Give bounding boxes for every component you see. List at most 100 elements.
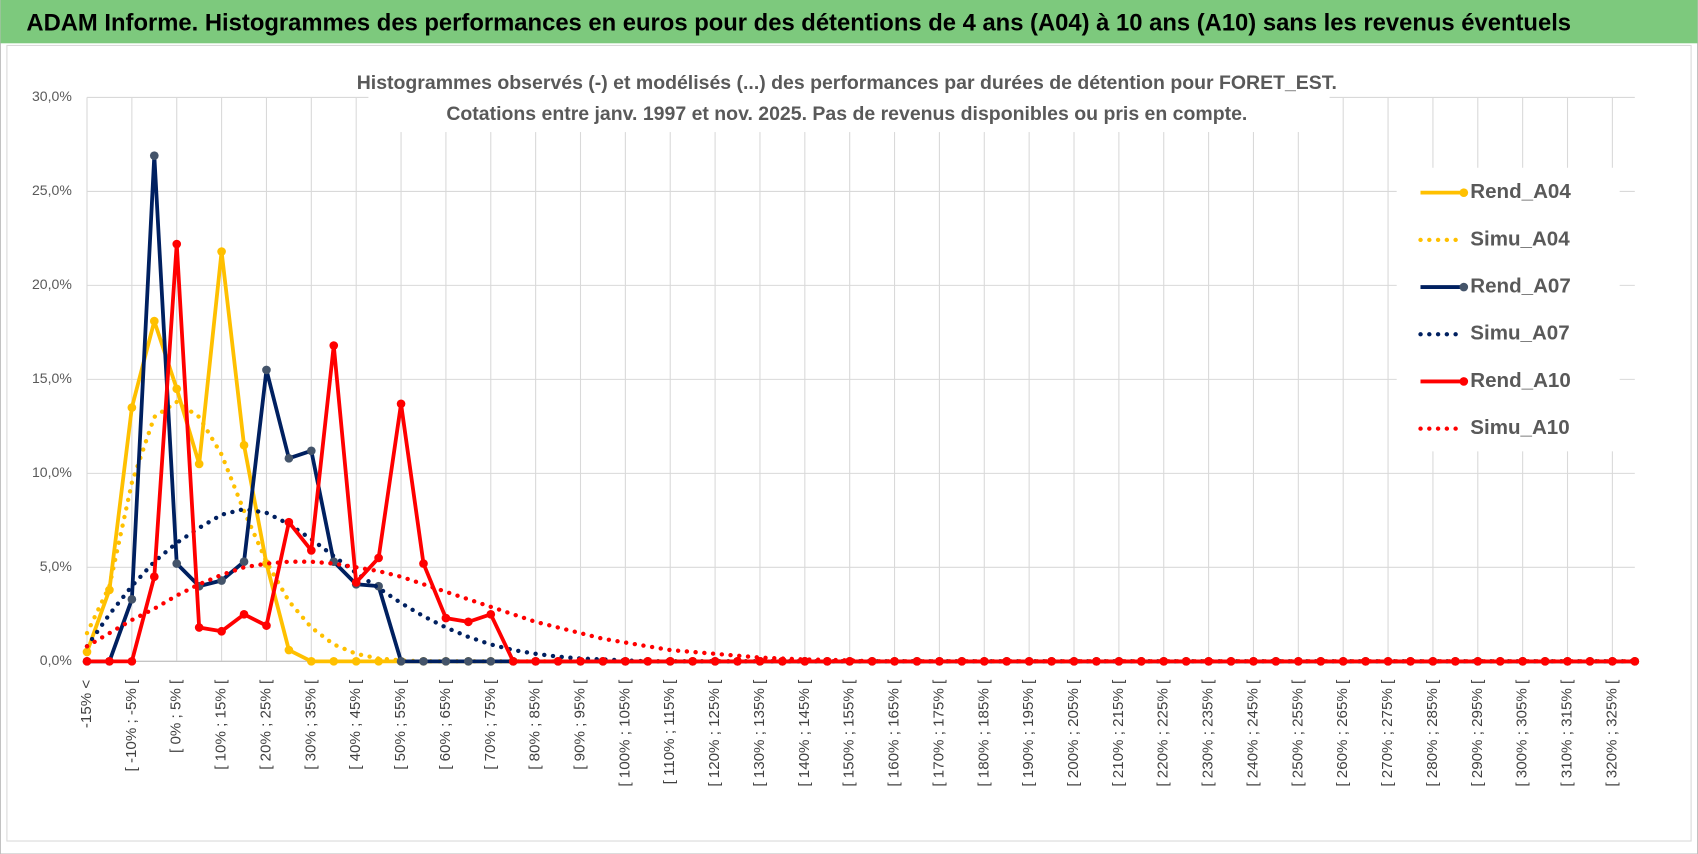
data-point	[127, 403, 137, 412]
data-point	[508, 657, 518, 666]
data-point	[329, 657, 339, 666]
x-tick-label: [ 30% ; 35% [	[302, 679, 319, 770]
x-tick-label: [ 300% ; 305% [	[1514, 679, 1531, 787]
data-point	[688, 657, 697, 666]
x-tick-label: [ 150% ; 155% [	[841, 679, 858, 787]
data-point	[239, 557, 249, 567]
header-bar	[0, 0, 1698, 44]
data-point	[105, 657, 114, 666]
data-point	[1406, 657, 1415, 666]
data-point	[262, 621, 271, 630]
data-point	[643, 657, 653, 666]
data-point	[419, 559, 428, 568]
x-tick-label: [ 100% ; 105% [	[616, 679, 633, 787]
data-point	[486, 657, 496, 666]
data-point	[1159, 657, 1169, 666]
y-tick-label: 25,0%	[32, 182, 72, 198]
data-point	[1316, 657, 1326, 666]
x-tick-label: [ 0% ; 5% [	[168, 679, 185, 753]
y-tick-label: 15,0%	[32, 370, 72, 386]
title-background	[368, 64, 1330, 133]
data-point	[284, 517, 294, 527]
data-point	[306, 657, 316, 666]
data-point	[576, 657, 585, 666]
data-point	[1114, 657, 1124, 666]
chart-subtitle: Cotations entre janv. 1997 et nov. 2025.…	[446, 103, 1247, 125]
legend-marker	[1459, 188, 1469, 197]
data-point	[351, 657, 361, 666]
data-point	[239, 440, 249, 450]
data-point	[262, 365, 271, 375]
data-point	[172, 559, 182, 568]
data-point	[957, 657, 967, 666]
legend-marker	[1459, 377, 1469, 386]
x-tick-label: [ 310% ; 315% [	[1559, 679, 1576, 787]
chart-frame	[6, 44, 1692, 842]
x-tick-label: [ 110% ; 115% [	[661, 679, 678, 784]
x-tick-label: [ 20% ; 25% [	[257, 679, 274, 770]
data-point	[553, 657, 563, 666]
data-point	[419, 657, 428, 666]
data-point	[464, 617, 473, 627]
data-point	[733, 657, 742, 666]
y-tick-label: 20,0%	[32, 276, 72, 292]
data-point	[172, 384, 182, 394]
x-tick-label: [ 90% ; 95% [	[572, 679, 589, 770]
data-point	[217, 247, 226, 256]
series-line	[84, 559, 1637, 664]
legend-background	[1396, 167, 1620, 452]
x-tick-label: [ 250% ; 255% [	[1289, 679, 1306, 787]
data-point	[396, 399, 406, 409]
data-point	[127, 594, 137, 604]
x-tick-label: [ -10% ; -5% [	[123, 679, 140, 772]
x-tick-label: [ 320% ; 325% [	[1603, 679, 1620, 787]
data-point	[306, 446, 316, 456]
data-point	[396, 657, 406, 666]
x-tick-label: [ 230% ; 235% [	[1200, 679, 1217, 787]
x-tick-label: [ 40% ; 45% [	[347, 679, 364, 770]
data-point	[1047, 657, 1056, 666]
legend-label: Simu_A07	[1470, 322, 1569, 345]
data-point	[374, 581, 383, 591]
x-tick-label: [ 220% ; 225% [	[1155, 679, 1172, 787]
data-point	[441, 657, 451, 666]
data-point	[351, 578, 361, 587]
x-tick-label: [ 170% ; 175% [	[930, 679, 947, 787]
x-tick-label: [ 130% ; 135% [	[751, 679, 768, 787]
x-tick-label: [ 80% ; 85% [	[527, 679, 544, 770]
x-tick-label: [ 10% ; 15% [	[213, 679, 230, 770]
data-point	[1518, 657, 1527, 666]
y-tick-label: 30,0%	[32, 88, 72, 104]
data-point	[284, 453, 294, 463]
x-tick-label: [ 190% ; 195% [	[1020, 679, 1037, 787]
data-point	[621, 657, 630, 666]
data-point	[217, 576, 226, 585]
data-point	[710, 657, 720, 666]
header-title: ADAM Informe. Histogrammes des performan…	[26, 9, 1571, 36]
data-point	[665, 657, 675, 666]
legend-label: Rend_A10	[1470, 369, 1571, 392]
x-tick-label: [ 260% ; 265% [	[1334, 679, 1351, 787]
data-point	[82, 647, 92, 657]
data-point	[374, 553, 383, 563]
data-point	[172, 239, 182, 249]
x-tick-label: [ 290% ; 295% [	[1469, 679, 1486, 787]
data-point	[284, 645, 294, 655]
data-point	[194, 623, 204, 632]
legend-label: Simu_A04	[1470, 227, 1570, 250]
data-point	[329, 341, 339, 350]
x-tick-label: [ 70% ; 75% [	[482, 679, 499, 770]
x-tick-label: [ 240% ; 245% [	[1244, 679, 1261, 787]
data-point	[441, 613, 451, 623]
data-point	[1361, 657, 1370, 666]
legend-marker	[1459, 282, 1469, 292]
data-point	[531, 657, 540, 666]
data-point	[1451, 657, 1460, 666]
x-tick-label: [ 140% ; 145% [	[796, 679, 813, 787]
x-tick-label: -15% <	[78, 680, 95, 729]
data-point	[1002, 657, 1012, 666]
data-point	[1563, 657, 1572, 666]
data-point	[127, 657, 137, 666]
data-point	[464, 657, 473, 666]
y-tick-label: 5,0%	[40, 558, 72, 574]
